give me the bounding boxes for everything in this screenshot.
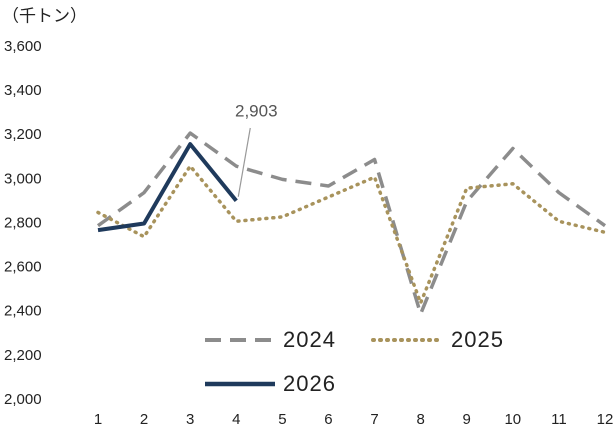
y-tick-label: 3,400 — [4, 82, 42, 99]
legend-label: 2024 — [283, 327, 336, 352]
y-tick-label: 2,200 — [4, 347, 42, 364]
x-tick-label: 5 — [278, 411, 286, 428]
unit-label: （千トン） — [2, 6, 87, 25]
legend-label: 2026 — [283, 371, 336, 396]
x-tick-label: 3 — [186, 411, 194, 428]
line-2024 — [96, 131, 607, 316]
y-tick-label: 2,000 — [4, 391, 42, 408]
x-tick-label: 9 — [463, 411, 471, 428]
line-2026 — [97, 142, 238, 233]
data-label: 2,903 — [235, 101, 278, 120]
x-tick-label: 4 — [232, 411, 240, 428]
x-tick-label: 6 — [324, 411, 332, 428]
x-tick-label: 12 — [597, 411, 614, 428]
x-tick-label: 2 — [140, 411, 148, 428]
x-tick-label: 11 — [551, 411, 567, 428]
annotation-leader — [237, 127, 251, 197]
y-tick-label: 3,000 — [4, 170, 42, 187]
y-tick-label: 3,200 — [4, 126, 42, 143]
x-tick-label: 10 — [504, 411, 521, 428]
line-2025 — [96, 164, 607, 305]
legend-label: 2025 — [451, 327, 504, 352]
y-tick-label: 2,600 — [4, 259, 42, 276]
x-tick-label: 1 — [94, 411, 102, 428]
x-tick-label: 7 — [370, 411, 378, 428]
y-tick-label: 3,600 — [4, 38, 42, 55]
y-tick-label: 2,400 — [4, 303, 42, 320]
y-tick-label: 2,800 — [4, 214, 42, 231]
x-tick-label: 8 — [416, 411, 424, 428]
